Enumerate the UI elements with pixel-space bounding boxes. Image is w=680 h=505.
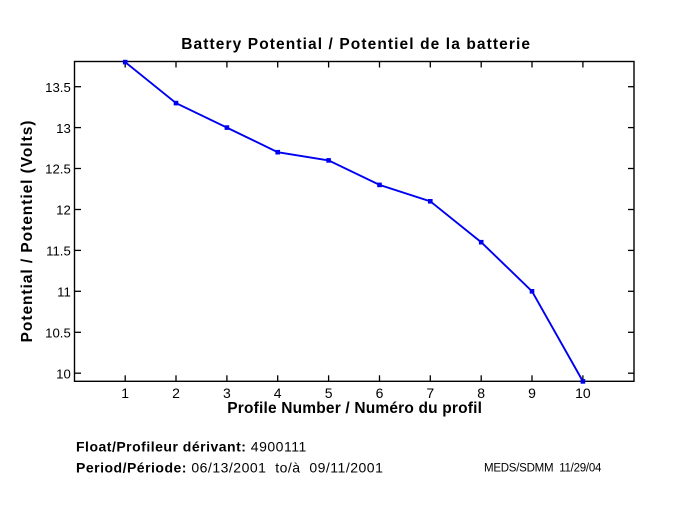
svg-text:12: 12 <box>56 203 71 218</box>
svg-text:2: 2 <box>172 385 180 401</box>
svg-text:11.5: 11.5 <box>46 244 71 259</box>
svg-text:10.5: 10.5 <box>45 326 71 341</box>
svg-text:10: 10 <box>575 385 591 401</box>
svg-text:Profile Number / Numéro du pro: Profile Number / Numéro du profil <box>227 400 482 417</box>
svg-text:13: 13 <box>56 121 71 136</box>
svg-text:4: 4 <box>274 385 282 401</box>
svg-text:3: 3 <box>223 385 231 401</box>
svg-text:Battery Potential / Potentiel: Battery Potential / Potentiel de la batt… <box>181 36 531 53</box>
svg-text:Potential / Potentiel (Volts): Potential / Potentiel (Volts) <box>19 120 36 343</box>
svg-text:Float/Profileur dérivant: 4900: Float/Profileur dérivant: 4900111 <box>76 439 307 455</box>
svg-text:10: 10 <box>56 366 71 381</box>
svg-text:MEDS/SDMM 11/29/04: MEDS/SDMM 11/29/04 <box>484 462 602 474</box>
svg-text:9: 9 <box>528 385 536 401</box>
svg-text:5: 5 <box>325 385 333 401</box>
svg-text:Period/Période: 06/13/2001 to: Period/Période: 06/13/2001 to/à 09/11/20… <box>76 459 383 475</box>
svg-text:13.5: 13.5 <box>45 80 71 95</box>
svg-text:7: 7 <box>426 385 434 401</box>
svg-text:12.5: 12.5 <box>45 162 71 177</box>
svg-text:6: 6 <box>376 385 384 401</box>
svg-text:8: 8 <box>477 385 485 401</box>
svg-text:1: 1 <box>121 385 129 401</box>
svg-text:11: 11 <box>57 285 71 300</box>
